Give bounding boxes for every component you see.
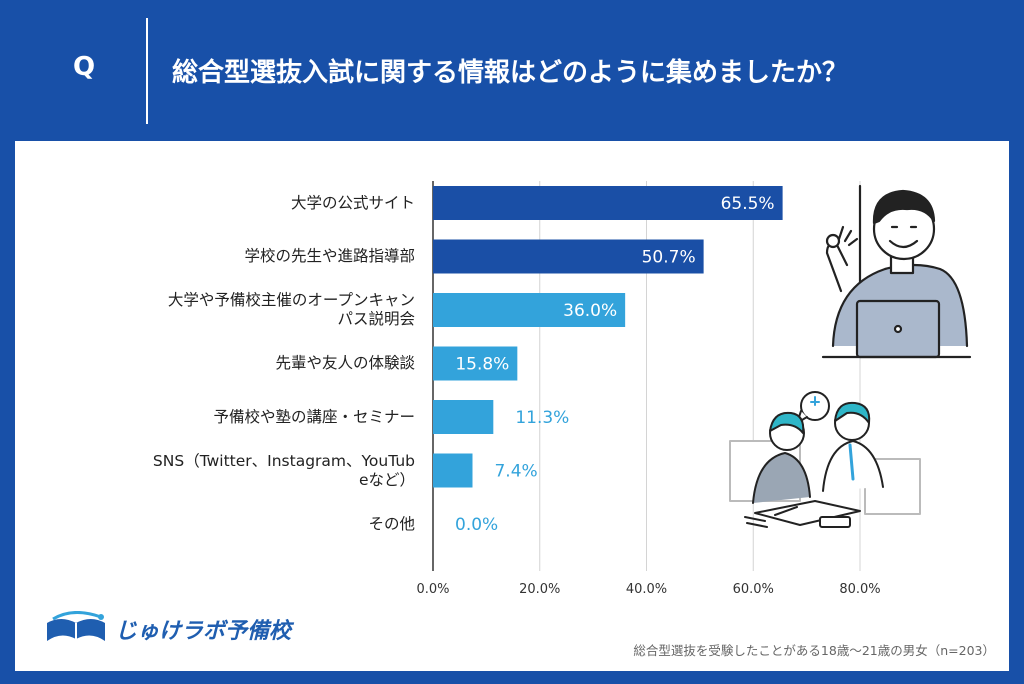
category-label: その他 (75, 515, 415, 534)
bar-value-label: 65.5% (721, 194, 775, 214)
category-label-line: eなど） (358, 470, 415, 489)
logo-name: じゅけラボ予備校 (115, 619, 292, 644)
bar-value-label: 15.8% (455, 355, 509, 375)
category-label: 予備校や塾の講座・セミナー (75, 408, 415, 427)
x-tick-label: 20.0% (519, 582, 560, 597)
bar-chart: 65.5% 50.7% 36.0% 15.8% 11.3% 7.4% 0.0% 0.0% 20… (416, 181, 972, 597)
chart-card: 65.5% 50.7% 36.0% 15.8% 11.3% 7.4% 0.0% 0.0% 20… (15, 141, 1009, 671)
category-label: SNS（Twitter、Instagram、YouTub eなど） (75, 452, 415, 490)
bar (433, 239, 704, 274)
bar (433, 346, 518, 381)
bar (433, 293, 626, 327)
question-marker: Q (72, 52, 96, 82)
bar-value-label: 7.4% (494, 462, 537, 482)
category-label: 大学の公式サイト (75, 194, 415, 213)
category-label-line: 大学の公式サイト (290, 193, 415, 212)
bar-value-label: 50.7% (642, 248, 696, 268)
bar (433, 186, 783, 220)
bar (433, 400, 494, 434)
x-tick-label: 40.0% (626, 582, 667, 597)
bar-value-label: 11.3% (515, 408, 569, 428)
category-label-line: 学校の先生や進路指導部 (244, 247, 415, 265)
x-tick-label: 80.0% (839, 582, 880, 597)
bar-value-label: 36.0% (563, 301, 617, 321)
category-label-line: パス説明会 (337, 310, 415, 328)
bar-layer: 65.5% 50.7% 36.0% 15.8% 11.3% 7.4% 0.0% (433, 186, 783, 535)
students-illustration (729, 391, 921, 528)
logo-book-icon (47, 611, 105, 641)
category-label: 大学や予備校主催のオープンキャン パス説明会 (75, 291, 415, 329)
x-tick-label: 60.0% (733, 582, 774, 597)
bar (433, 453, 473, 488)
header-divider (146, 18, 148, 124)
question-title: 総合型選抜入試に関する情報はどのように集めましたか？ (172, 58, 849, 88)
tick-layer: 0.0% 20.0% 40.0% 60.0% 80.0% (416, 582, 880, 597)
category-label-line: その他 (368, 514, 415, 533)
category-label: 学校の先生や進路指導部 (75, 247, 415, 266)
category-label-line: 予備校や塾の講座・セミナー (213, 407, 415, 426)
logo: じゅけラボ予備校 (43, 611, 291, 647)
category-label-line: 先輩や友人の体験談 (275, 354, 415, 372)
category-label: 先輩や友人の体験談 (75, 354, 415, 373)
category-label-line: 大学や予備校主催のオープンキャン (167, 291, 415, 309)
person-laptop-illustration (821, 184, 972, 359)
x-tick-label: 0.0% (416, 582, 449, 597)
bar-value-label: 0.0% (455, 515, 498, 535)
footnote: 総合型選抜を受験したことがある18歳～21歳の男女（n=203） (633, 643, 995, 658)
category-label-line: SNS（Twitter、Instagram、YouTub (152, 451, 415, 470)
